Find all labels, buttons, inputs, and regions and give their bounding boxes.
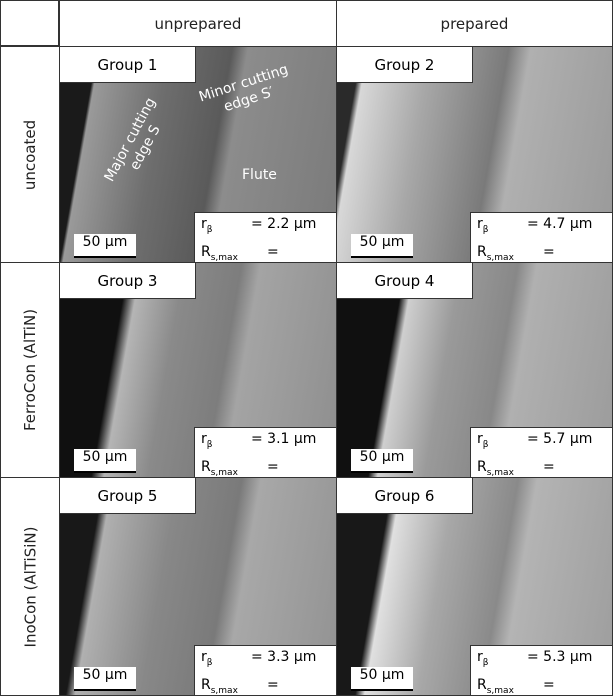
value: = 3.3 µm (251, 646, 316, 668)
edge-radius: rβ= 3.1 µm (201, 428, 336, 456)
roughness: Rs,max= 0.26µm (201, 456, 336, 478)
group-label: Group 4 (337, 263, 473, 299)
annotation: Flute (242, 167, 277, 184)
value: = 0.26µm (267, 456, 336, 478)
value: = 5.7 µm (527, 428, 592, 450)
symbol: R (477, 677, 487, 693)
value: = 0.40µm (543, 241, 612, 263)
edge-radius: rβ= 2.2 µm (201, 213, 336, 241)
row-header: FerroCon (AlTiN) (0, 262, 60, 478)
roughness: Rs,max= 0.42µm (477, 456, 612, 478)
symbol-sub: β (207, 225, 213, 235)
symbol: R (477, 459, 487, 475)
value: = 5.3 µm (527, 646, 592, 668)
symbol: R (201, 677, 211, 693)
symbol-sub: β (207, 440, 213, 450)
row-header-text: FerroCon (AlTiN) (21, 309, 39, 431)
value: = 0.33µm (267, 674, 336, 696)
scale-bar: 50 µm (351, 234, 413, 258)
value: = 0.38µm (543, 674, 612, 696)
roughness: Rs,max = 0.33µm (201, 674, 336, 696)
value: = 2.2 µm (251, 213, 316, 235)
row-header-text: InoCon (AlTiSiN) (21, 526, 39, 647)
group-label: Group 1 (60, 47, 196, 83)
scale-bar: 50 µm (351, 449, 413, 473)
row-header-text: uncoated (21, 119, 39, 189)
group-label: Group 3 (60, 263, 196, 299)
symbol-sub: β (483, 440, 489, 450)
value: = 4.7 µm (527, 213, 592, 235)
column-header: prepared (336, 0, 613, 47)
scale-bar: 50 µm (74, 234, 136, 258)
symbol-sub: s,max (487, 686, 514, 696)
value: = 0.46µm (267, 241, 336, 263)
value: = 0.42µm (543, 456, 612, 478)
roughness: Rs,max= 0.46µm (201, 241, 336, 263)
roughness: Rs,max= 0.40µm (477, 241, 612, 263)
group-label: Group 6 (337, 478, 473, 514)
symbol-sub: β (207, 658, 213, 668)
scale-bar: 50 µm (74, 667, 136, 691)
group-label: Group 2 (337, 47, 473, 83)
symbol: R (201, 459, 211, 475)
symbol-sub: s,max (211, 686, 238, 696)
roughness: Rs,max = 0.38µm (477, 674, 612, 696)
value: = 3.1 µm (251, 428, 316, 450)
corner-cell (0, 0, 59, 46)
symbol-sub: β (483, 658, 489, 668)
edge-radius: rβ= 3.3 µm (201, 646, 336, 674)
scale-bar: 50 µm (74, 449, 136, 473)
scale-bar: 50 µm (351, 667, 413, 691)
row-header: InoCon (AlTiSiN) (0, 477, 60, 696)
symbol: R (477, 244, 487, 260)
figure: unpreparedprepared uncoated FerroCon (AlTi… (0, 0, 613, 696)
row-header: uncoated (0, 46, 60, 263)
symbol: R (201, 244, 211, 260)
group-label: Group 5 (60, 478, 196, 514)
edge-radius: rβ= 4.7 µm (477, 213, 612, 241)
edge-radius: rβ= 5.3 µm (477, 646, 612, 674)
edge-radius: rβ= 5.7 µm (477, 428, 612, 456)
symbol-sub: β (483, 225, 489, 235)
column-header: unprepared (59, 0, 337, 47)
